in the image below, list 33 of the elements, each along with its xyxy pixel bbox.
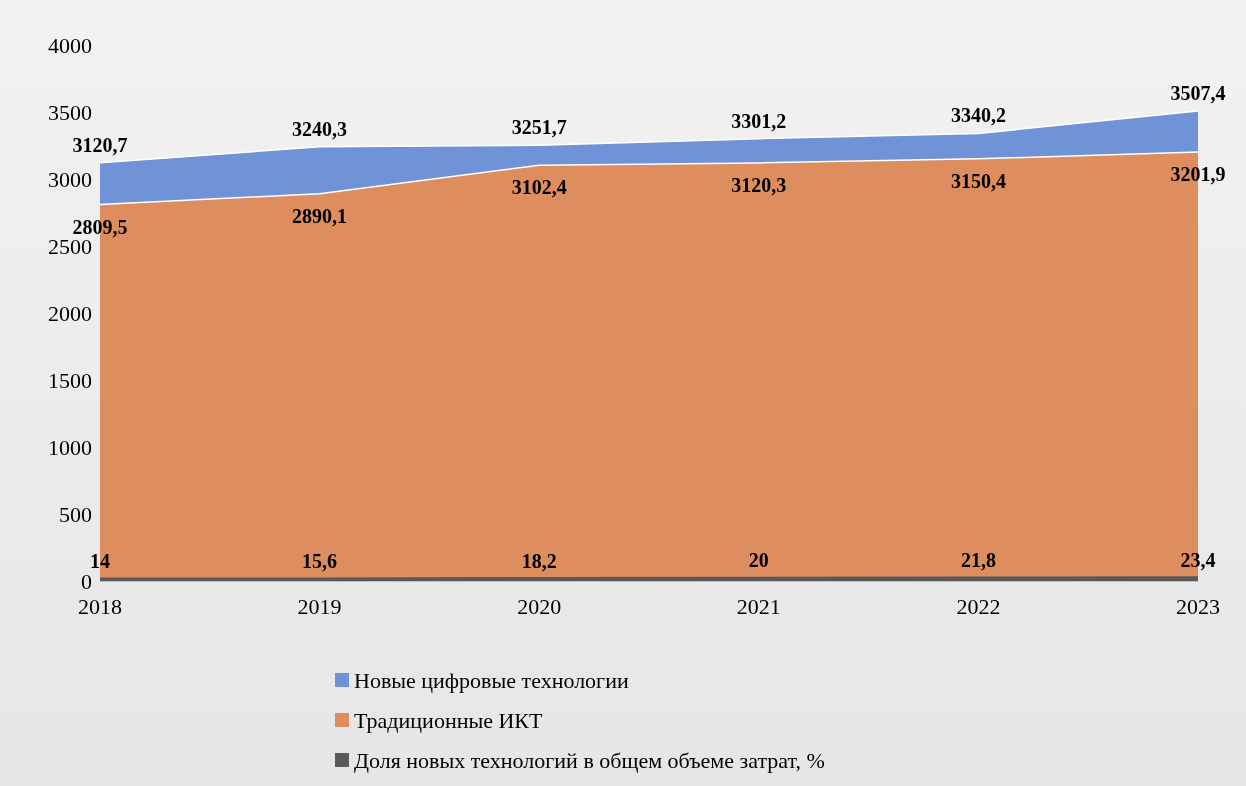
y-tick-label: 3500 [48, 99, 92, 125]
x-tick-label: 2020 [517, 593, 562, 619]
data-label: 21,8 [960, 549, 996, 572]
data-label: 2890,1 [292, 204, 348, 227]
x-tick-label: 2022 [956, 593, 1001, 619]
data-label: 18,2 [521, 549, 557, 572]
data-label: 3240,3 [292, 117, 348, 140]
data-label: 20 [748, 549, 769, 572]
data-label: 3507,4 [1170, 82, 1226, 105]
data-label: 3251,7 [511, 116, 567, 139]
data-label: 23,4 [1180, 548, 1216, 571]
y-tick-label: 4000 [48, 32, 92, 58]
data-label: 3201,9 [1170, 162, 1226, 185]
legend-label: Новые цифровые технологии [354, 667, 629, 693]
data-label: 3102,4 [511, 176, 567, 199]
data-label: 3150,4 [950, 169, 1006, 192]
y-tick-label: 3000 [48, 166, 92, 192]
data-label: 3120,7 [72, 133, 128, 156]
x-tick-label: 2019 [297, 593, 342, 619]
x-tick-label: 2018 [78, 593, 122, 619]
y-tick-label: 1000 [48, 434, 92, 460]
data-label: 3120,3 [731, 173, 787, 196]
data-label: 15,6 [302, 549, 338, 572]
y-tick-label: 2000 [48, 300, 92, 326]
data-label: 3340,2 [950, 104, 1006, 127]
x-tick-label: 2021 [736, 593, 781, 619]
y-tick-label: 1500 [48, 367, 92, 393]
x-tick-label: 2023 [1176, 593, 1220, 619]
legend-label: Традиционные ИКТ [354, 707, 544, 733]
y-tick-label: 500 [59, 501, 92, 527]
y-tick-label: 0 [81, 568, 92, 594]
legend-label: Доля новых технологий в общем объеме затрат, % [354, 747, 825, 773]
data-label: 3301,2 [731, 109, 787, 132]
